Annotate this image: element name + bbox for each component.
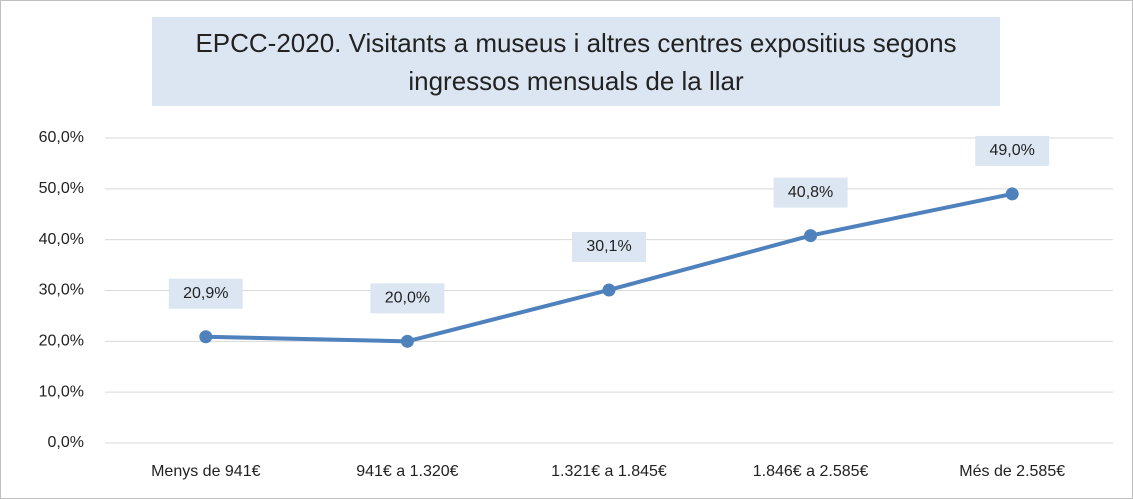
marker	[602, 283, 616, 297]
marker	[199, 330, 213, 344]
data-label: 49,0%	[990, 142, 1035, 159]
x-tick-label: Menys de 941€	[151, 463, 261, 480]
data-label: 20,9%	[183, 285, 228, 302]
marker	[1005, 187, 1019, 201]
x-tick-label: 1.846€ a 2.585€	[753, 463, 869, 480]
data-label-bg	[773, 177, 848, 208]
marker	[400, 334, 414, 348]
data-label: 40,8%	[788, 184, 833, 201]
x-tick-label: 941€ a 1.320€	[356, 463, 458, 480]
line	[205, 191, 1013, 344]
data-label-bg	[168, 278, 243, 309]
marker	[804, 229, 818, 243]
y-tick-label: 20,0%	[39, 333, 84, 350]
data-label: 30,1%	[586, 238, 631, 255]
y-tick-label: 60,0%	[39, 129, 84, 146]
y-tick-label: 10,0%	[39, 383, 84, 400]
x-tick-label: Més de 2.585€	[959, 463, 1065, 480]
data-label: 20,0%	[385, 290, 430, 307]
y-tick-label: 50,0%	[39, 180, 84, 197]
data-label-bg	[572, 231, 646, 262]
y-tick-label: 30,0%	[39, 282, 84, 299]
y-tick-label: 0,0%	[48, 434, 84, 451]
data-label-bg	[370, 283, 445, 314]
chart-title: EPCC-2020. Visitants a museus i altres c…	[152, 17, 1000, 106]
data-label-bg	[975, 135, 1050, 166]
y-tick-label: 40,0%	[39, 231, 84, 248]
x-tick-label: 1.321€ a 1.845€	[551, 463, 667, 480]
